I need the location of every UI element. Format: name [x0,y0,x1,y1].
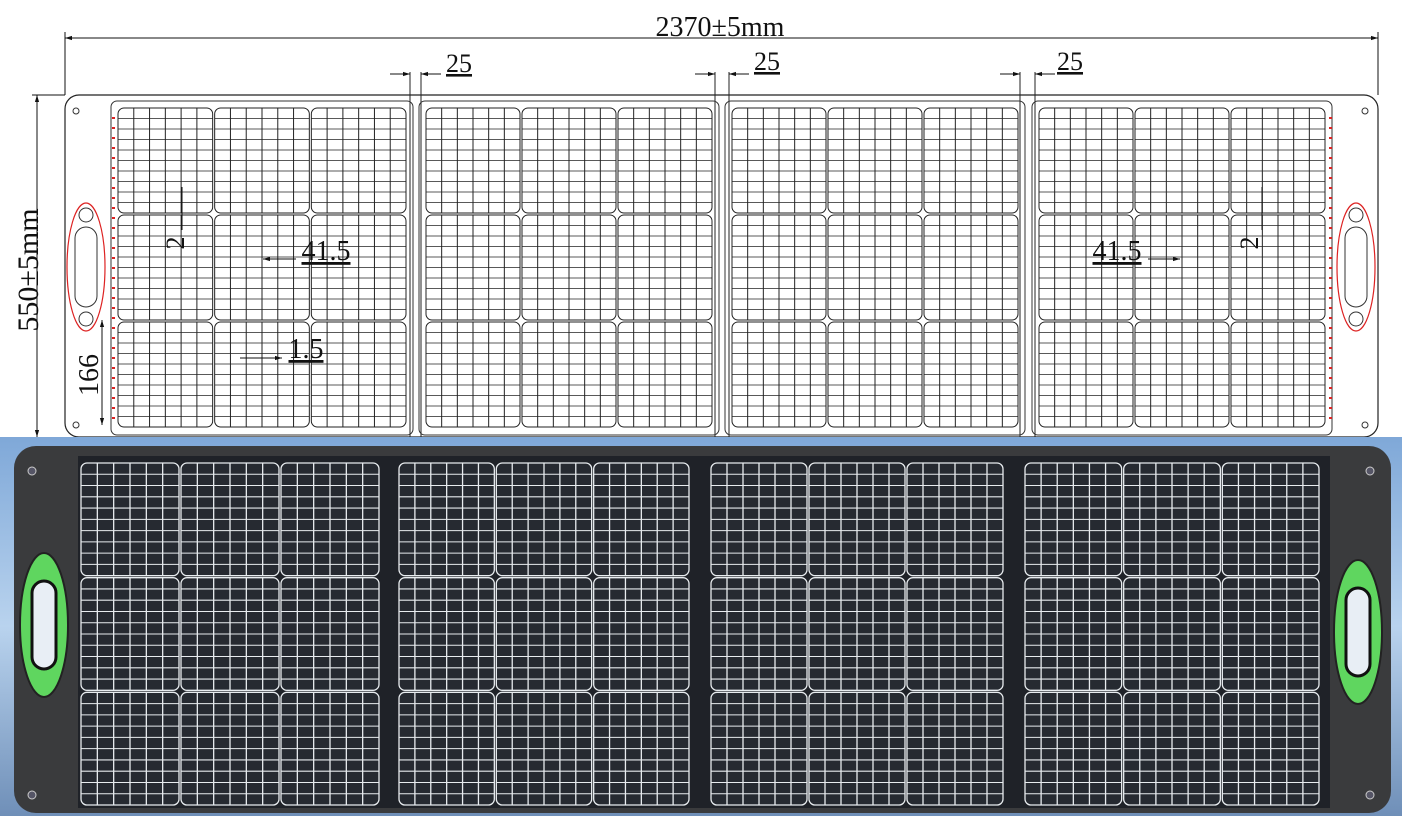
mount-hole [72,107,80,115]
red-mark [112,187,115,189]
red-mark [1329,237,1332,239]
red-mark [112,177,115,179]
red-mark [112,357,115,359]
red-mark [112,407,115,409]
cell-width: 41.5 [1093,236,1142,267]
red-mark [112,377,115,379]
handle-hole [1348,311,1364,327]
red-mark [112,267,115,269]
cell-width: 41.5 [302,236,351,267]
red-mark [112,337,115,339]
red-mark [112,197,115,199]
red-mark [1329,247,1332,249]
red-mark [112,137,115,139]
red-mark [1329,187,1332,189]
red-mark [112,147,115,149]
handle-slot [30,579,58,671]
red-mark [1329,157,1332,159]
red-mark [1329,337,1332,339]
red-mark [1329,327,1332,329]
strip-gap: 2 [1235,237,1264,250]
red-mark [1329,177,1332,179]
red-mark [1329,417,1332,419]
red-mark [1329,297,1332,299]
red-mark [1329,277,1332,279]
red-mark [112,287,115,289]
red-mark [112,157,115,159]
grommet [1365,466,1375,476]
handle-slot [1344,586,1372,678]
red-mark [1329,227,1332,229]
red-mark [112,367,115,369]
red-mark [112,317,115,319]
cell-gap: 1.5 [289,334,324,365]
mount-hole [1361,107,1369,115]
red-mark [1329,347,1332,349]
red-mark [1329,387,1332,389]
panel-outline [110,100,414,436]
red-mark [112,237,115,239]
red-mark [1329,217,1332,219]
total-width: 2370±5mm [656,12,785,43]
red-mark [112,167,115,169]
grommet [27,466,37,476]
gap-label: 25 [446,49,472,78]
dimension-labels: 2370±5mm 25 25 25 550±5mm 2 41.5 1.5 166… [12,12,1264,396]
red-mark [1329,167,1332,169]
red-mark [112,117,115,119]
red-mark [1329,397,1332,399]
mount-hole [1361,421,1369,429]
red-mark [1329,287,1332,289]
handle-hole [78,207,94,223]
grommet [27,790,37,800]
gap-label: 25 [754,47,780,76]
total-height: 550±5mm [12,208,45,331]
red-mark [1329,267,1332,269]
red-mark [112,387,115,389]
red-mark [1329,317,1332,319]
red-mark [1329,377,1332,379]
red-mark [1329,147,1332,149]
gap-label: 25 [1057,47,1083,76]
red-mark [1329,137,1332,139]
technical-drawing [32,32,1379,438]
red-mark [1329,367,1332,369]
section-height: 166 [74,354,105,396]
red-mark [112,417,115,419]
handle-outline [66,202,106,332]
grommet [1365,790,1375,800]
handle-outline [1336,202,1376,332]
red-mark [112,227,115,229]
red-mark [112,247,115,249]
mount-hole [72,421,80,429]
red-mark [1329,257,1332,259]
red-mark [1329,357,1332,359]
red-mark [112,257,115,259]
red-mark [112,347,115,349]
handle-slot [74,226,98,308]
red-mark [112,127,115,129]
panel-outline [418,100,720,436]
red-mark [1329,407,1332,409]
red-mark [1329,197,1332,199]
strip-gap: 2 [161,237,190,250]
red-mark [112,397,115,399]
red-mark [1329,207,1332,209]
handle-hole [78,311,94,327]
red-mark [112,327,115,329]
red-mark [112,217,115,219]
red-mark [112,307,115,309]
red-mark [1329,117,1332,119]
red-mark [1329,307,1332,309]
panel-render [0,437,1402,816]
red-mark [1329,127,1332,129]
red-mark [112,297,115,299]
handle-hole [1348,207,1364,223]
red-mark [112,277,115,279]
panel-outline [724,100,1026,436]
handle-slot [1344,226,1368,308]
red-mark [112,207,115,209]
